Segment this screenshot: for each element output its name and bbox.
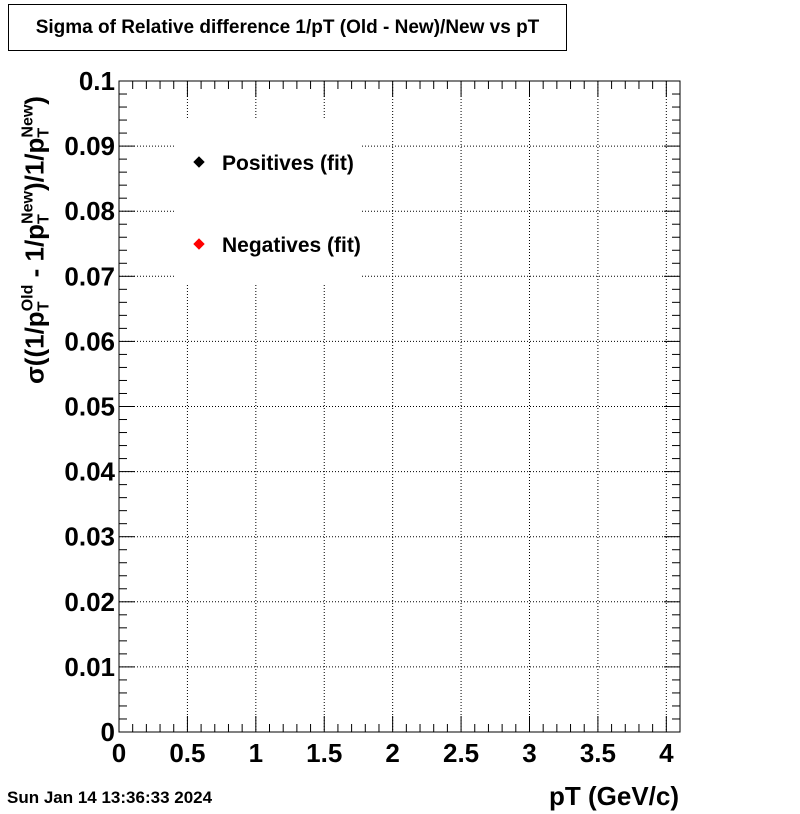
- x-tick-label: 0.5: [169, 738, 205, 768]
- y-tick-label: 0.09: [64, 131, 115, 161]
- x-tick-label: 3.5: [580, 738, 616, 768]
- chart-title: Sigma of Relative difference 1/pT (Old -…: [8, 4, 567, 51]
- x-axis-label: pT (GeV/c): [548, 781, 679, 811]
- datestamp: Sun Jan 14 13:36:33 2024: [7, 788, 213, 807]
- y-label-mid: - 1/p: [19, 223, 50, 285]
- x-tick-label: 0: [112, 738, 126, 768]
- y-label-sub-2: T: [35, 214, 53, 224]
- y-label-sup-new-2: New: [19, 104, 37, 138]
- y-label-sigma: σ: [19, 366, 50, 384]
- legend-label: Negatives (fit): [222, 234, 361, 257]
- x-tick-label: 1.5: [306, 738, 342, 768]
- y-label-sub-3: T: [35, 127, 53, 138]
- x-tick-label: 2.5: [443, 738, 479, 768]
- y-tick-label: 0.05: [64, 392, 115, 422]
- y-tick-label: 0.01: [64, 652, 115, 682]
- y-axis-label: σ((1/p Old T - 1/p New T)/1/p New T): [19, 96, 52, 384]
- y-tick-label: 0.06: [64, 326, 115, 356]
- legend-marker-icon: [193, 156, 205, 168]
- x-tick-label: 1: [249, 738, 263, 768]
- legend-marker-icon: [193, 238, 205, 250]
- y-tick-label: 0.07: [64, 261, 115, 291]
- y-label-open: ((1/p: [19, 311, 50, 367]
- x-tick-label: 4: [659, 738, 674, 768]
- y-tick-label: 0: [101, 717, 115, 747]
- y-label-sub-1: T: [35, 301, 53, 312]
- y-tick-label: 0.08: [64, 196, 115, 226]
- plot-frame: [118, 80, 681, 733]
- y-label-sup-new-1: New: [19, 191, 37, 224]
- x-tick-label: 3: [522, 738, 536, 768]
- y-tick-label: 0.04: [64, 457, 115, 487]
- y-tick-label: 0.02: [64, 587, 115, 617]
- y-label-sup-old: Old: [19, 284, 37, 312]
- y-tick-label: 0.03: [64, 522, 115, 552]
- y-label-end: ): [19, 96, 50, 105]
- x-tick-label: 2: [385, 738, 399, 768]
- y-tick-label: 0.1: [79, 66, 115, 96]
- y-label-close: )/1/p: [19, 137, 50, 192]
- legend-label: Positives (fit): [222, 152, 354, 175]
- legend-box: [174, 120, 362, 285]
